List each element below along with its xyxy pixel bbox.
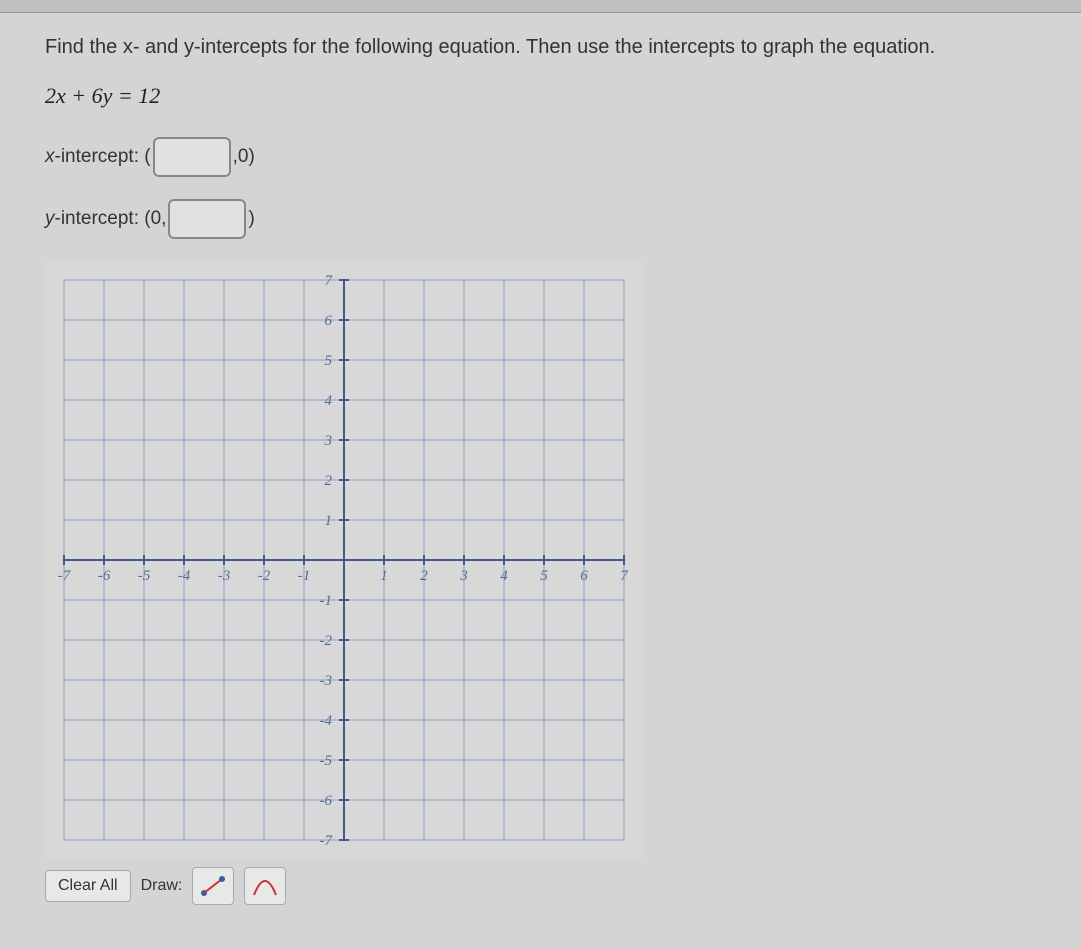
y-intercept-label: -intercept: (0, <box>55 208 167 230</box>
svg-text:6: 6 <box>580 568 588 584</box>
curve-tool-icon <box>250 873 280 899</box>
svg-text:6: 6 <box>325 313 333 329</box>
draw-label: Draw: <box>141 877 183 895</box>
svg-text:1: 1 <box>380 568 388 584</box>
svg-text:3: 3 <box>459 568 468 584</box>
svg-text:-6: -6 <box>320 793 333 809</box>
svg-text:-6: -6 <box>98 568 111 584</box>
svg-text:3: 3 <box>324 433 333 449</box>
svg-text:1: 1 <box>325 513 333 529</box>
curve-tool-button[interactable] <box>244 867 286 905</box>
clear-all-button[interactable]: Clear All <box>45 870 131 902</box>
svg-text:2: 2 <box>325 473 333 489</box>
question-body: Find the x- and y-intercepts for the fol… <box>0 0 1081 949</box>
cartesian-graph[interactable]: -7 -6 -5 -4 -3 -2 -1 1 2 3 4 5 6 7 7 6 5 4 3 2 1 -1 -2 -3 -4 -5 -6… <box>45 261 643 859</box>
y-intercept-input[interactable] <box>168 199 246 239</box>
x-intercept-after: ,0) <box>233 146 255 168</box>
y-intercept-row: y-intercept: (0, ) <box>45 199 1036 239</box>
svg-text:4: 4 <box>500 568 508 584</box>
svg-text:-4: -4 <box>320 713 333 729</box>
svg-text:-7: -7 <box>58 568 72 584</box>
svg-text:-4: -4 <box>178 568 191 584</box>
graph-toolbar: Clear All Draw: <box>45 863 643 909</box>
svg-text:-7: -7 <box>320 833 334 849</box>
svg-text:-1: -1 <box>298 568 311 584</box>
x-intercept-var: x <box>45 146 55 168</box>
svg-text:-2: -2 <box>320 633 333 649</box>
x-intercept-input[interactable] <box>153 137 231 177</box>
svg-text:4: 4 <box>325 393 333 409</box>
y-intercept-after: ) <box>248 208 254 230</box>
svg-text:-3: -3 <box>218 568 231 584</box>
equation-text: 2x + 6y = 12 <box>45 83 1036 109</box>
svg-text:7: 7 <box>620 568 629 584</box>
svg-text:-5: -5 <box>138 568 151 584</box>
svg-text:-3: -3 <box>320 673 333 689</box>
y-intercept-var: y <box>45 208 55 230</box>
svg-text:7: 7 <box>325 273 334 289</box>
svg-text:-1: -1 <box>320 593 333 609</box>
x-intercept-label: -intercept: ( <box>55 146 151 168</box>
svg-text:-2: -2 <box>258 568 271 584</box>
svg-text:-5: -5 <box>320 753 333 769</box>
instruction-text: Find the x- and y-intercepts for the fol… <box>45 33 1036 61</box>
svg-text:5: 5 <box>325 353 333 369</box>
line-tool-button[interactable] <box>192 867 234 905</box>
svg-text:5: 5 <box>540 568 548 584</box>
x-intercept-row: x-intercept: ( ,0) <box>45 137 1036 177</box>
graph-area: -7 -6 -5 -4 -3 -2 -1 1 2 3 4 5 6 7 7 6 5 4 3 2 1 -1 -2 -3 -4 -5 -6… <box>45 261 643 909</box>
line-tool-icon <box>198 873 228 899</box>
svg-text:2: 2 <box>420 568 428 584</box>
